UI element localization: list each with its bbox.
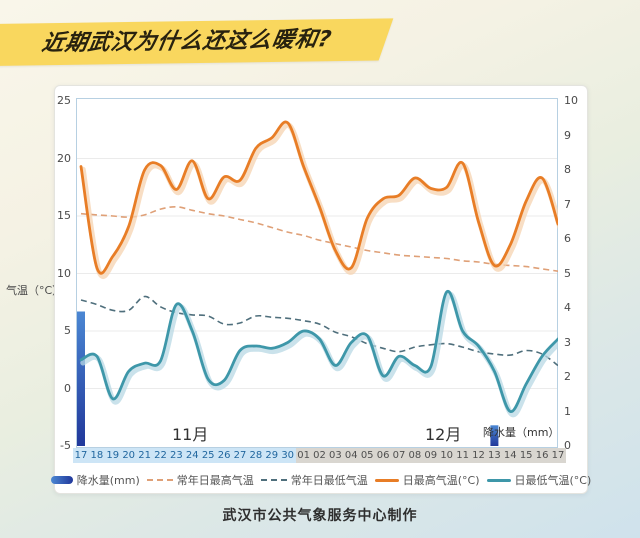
- precip-tick-10: 10: [564, 94, 578, 107]
- november-band: [73, 448, 296, 463]
- temp-tick-15: 15: [57, 209, 71, 222]
- series-常年日最低气温: [80, 295, 558, 367]
- precip-tick-2: 2: [564, 370, 571, 383]
- series-日最低气温(°C): [79, 290, 558, 413]
- date-tick: 06: [376, 450, 390, 461]
- month-label-december: 12月: [425, 425, 462, 444]
- date-tick: 18: [90, 450, 104, 461]
- date-tick: 05: [360, 450, 374, 461]
- date-tick: 14: [503, 450, 517, 461]
- december-band: [295, 448, 566, 463]
- date-tick: 10: [440, 450, 454, 461]
- date-tick: 29: [265, 450, 279, 461]
- date-tick: 26: [217, 450, 231, 461]
- month-label-november: 11月: [172, 425, 209, 444]
- precip-axis-label: 降水量（mm）: [483, 426, 560, 439]
- temp-tick-5: 5: [64, 324, 71, 337]
- legend-label: 降水量(mm): [76, 474, 140, 487]
- precip-tick-9: 9: [564, 128, 571, 142]
- temp-tick-20: 20: [57, 151, 71, 165]
- date-tick: 25: [201, 450, 215, 461]
- precip-tick-1: 1: [564, 404, 571, 418]
- legend-label: 常年日最低气温: [290, 474, 368, 487]
- precip-tick-7: 7: [564, 197, 571, 211]
- legend-swatch-dashed-line: [146, 479, 173, 481]
- date-tick: 01: [297, 450, 310, 461]
- legend-item: 日最低气温(°C): [486, 472, 592, 488]
- legend-item: 降水量(mm): [50, 472, 140, 488]
- series-常年日最高气温: [80, 205, 558, 272]
- legend-swatch-solid-line: [374, 478, 399, 482]
- precip-bar: [77, 311, 85, 446]
- legend-item: 日最高气温(°C): [374, 472, 480, 488]
- legend-swatch-dashed-line: [260, 479, 287, 481]
- date-tick: 23: [170, 450, 183, 461]
- date-tick: 30: [281, 450, 295, 461]
- date-tick: 09: [424, 450, 438, 461]
- source-caption: 武汉市公共气象服务中心制作: [222, 508, 418, 524]
- date-tick: 17: [74, 450, 88, 461]
- temp-tick--5: -5: [60, 439, 71, 452]
- title-banner: 近期武汉为什么还这么暖和?: [0, 18, 394, 67]
- date-tick: 03: [329, 450, 342, 461]
- date-tick: 16: [535, 450, 549, 461]
- plot-border: [76, 98, 558, 448]
- legend-item: 常年日最低气温: [260, 472, 368, 488]
- date-tick: 04: [344, 450, 358, 461]
- weather-chart-svg: [76, 98, 558, 448]
- legend-item: 常年日最高气温: [146, 472, 254, 488]
- series-日最高气温(°C): [79, 120, 558, 275]
- date-tick: 22: [154, 450, 167, 461]
- series-halo-日最低气温(°C): [80, 291, 558, 418]
- legend-label: 常年日最高气温: [176, 474, 254, 487]
- date-tick: 15: [519, 450, 533, 461]
- date-axis-band: 17 18 19 20 21 22 23 24 25 26 27 28 29 30 01 02 03 04 05 06…: [73, 448, 566, 463]
- page-title: 近期武汉为什么还这么暖和?: [39, 27, 334, 57]
- precip-tick-5: 5: [564, 266, 571, 280]
- chart-card: 11月 12月 降水量（mm） 25 20 15 10 5 0 -5 10 9 8 7 6 5 4 3 2 1…: [50, 85, 591, 494]
- date-tick: 13: [488, 450, 501, 461]
- date-tick: 24: [185, 450, 199, 461]
- date-tick: 11: [456, 450, 469, 461]
- date-tick: 02: [313, 450, 326, 461]
- plot-area: 11月 12月 降水量（mm）: [76, 98, 560, 448]
- precip-tick-8: 8: [564, 163, 571, 176]
- chart-legend: 降水量(mm) 常年日最高气温 常年日最低气温 日最高气温(°C) 日最低气温(°C): [50, 472, 591, 488]
- date-tick: 19: [106, 450, 120, 461]
- precip-bar: [490, 425, 499, 446]
- temp-tick-0: 0: [64, 381, 71, 395]
- date-tick: 07: [392, 450, 406, 461]
- precip-tick-0: 0: [564, 439, 571, 452]
- legend-swatch-solid-line: [486, 478, 511, 482]
- temp-tick-10: 10: [57, 266, 71, 280]
- legend-label: 日最高气温(°C): [402, 474, 480, 487]
- temp-tick-25: 25: [57, 94, 71, 107]
- date-tick: 20: [122, 450, 136, 461]
- precip-tick-6: 6: [564, 232, 571, 245]
- legend-label: 日最低气温(°C): [514, 474, 592, 487]
- date-tick: 12: [472, 450, 485, 461]
- date-tick: 28: [249, 450, 263, 461]
- date-tick: 17: [551, 450, 565, 461]
- precip-tick-3: 3: [564, 335, 571, 349]
- temp-axis-label: 气温（°C）: [6, 284, 64, 297]
- precip-tick-4: 4: [564, 301, 571, 314]
- date-tick: 27: [233, 450, 247, 461]
- date-tick: 21: [138, 450, 151, 461]
- legend-swatch-bar: [50, 476, 73, 484]
- date-tick: 08: [408, 450, 422, 461]
